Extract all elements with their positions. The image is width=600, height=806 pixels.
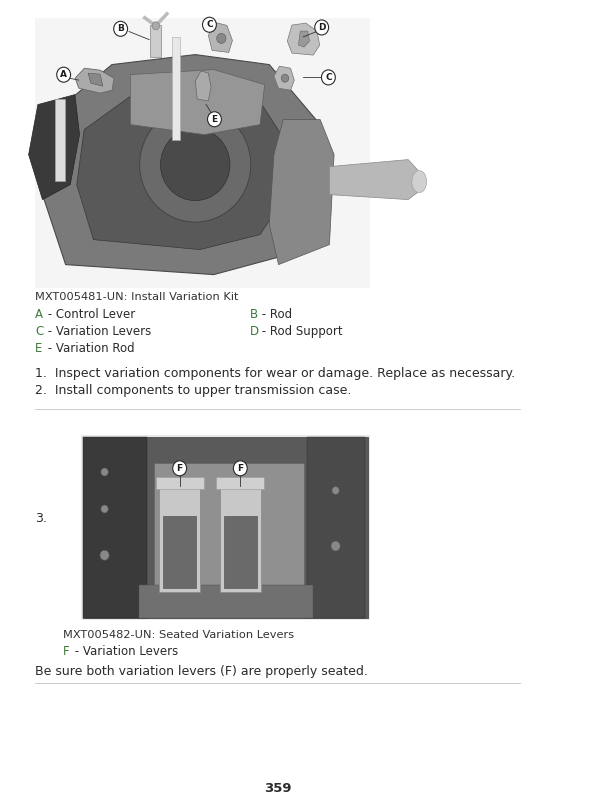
Text: F: F	[63, 645, 70, 658]
Ellipse shape	[140, 107, 251, 222]
FancyBboxPatch shape	[224, 516, 257, 588]
Text: - Variation Rod: - Variation Rod	[44, 342, 134, 355]
Text: A: A	[35, 308, 43, 321]
FancyBboxPatch shape	[307, 437, 365, 618]
Text: 2.  Install components to upper transmission case.: 2. Install components to upper transmiss…	[35, 384, 352, 397]
FancyBboxPatch shape	[150, 25, 161, 56]
Text: B: B	[250, 308, 258, 321]
FancyBboxPatch shape	[139, 584, 313, 618]
Circle shape	[331, 541, 340, 551]
Text: - Rod: - Rod	[258, 308, 292, 321]
Polygon shape	[77, 85, 290, 250]
Text: - Variation Levers: - Variation Levers	[44, 325, 151, 338]
Circle shape	[315, 20, 329, 35]
Text: MXT005482-UN: Seated Variation Levers: MXT005482-UN: Seated Variation Levers	[63, 630, 294, 640]
Circle shape	[100, 550, 109, 560]
Polygon shape	[130, 69, 265, 135]
Text: MXT005481-UN: Install Variation Kit: MXT005481-UN: Install Variation Kit	[35, 292, 239, 302]
FancyBboxPatch shape	[160, 481, 200, 592]
Circle shape	[101, 505, 108, 513]
Polygon shape	[29, 94, 80, 200]
FancyBboxPatch shape	[82, 435, 370, 620]
Text: 3.: 3.	[35, 512, 47, 525]
FancyBboxPatch shape	[172, 37, 179, 139]
FancyBboxPatch shape	[35, 18, 370, 288]
Circle shape	[173, 461, 187, 476]
Polygon shape	[287, 23, 320, 55]
Circle shape	[152, 22, 160, 30]
Text: C: C	[325, 73, 332, 82]
Polygon shape	[196, 71, 211, 101]
Polygon shape	[298, 31, 310, 47]
FancyBboxPatch shape	[55, 98, 65, 181]
Text: F: F	[237, 463, 244, 473]
Text: C: C	[206, 20, 213, 29]
Circle shape	[208, 112, 221, 127]
Polygon shape	[88, 73, 103, 86]
Text: D: D	[318, 23, 325, 32]
Polygon shape	[269, 119, 334, 264]
Text: - Rod Support: - Rod Support	[258, 325, 343, 338]
Circle shape	[217, 33, 226, 44]
Text: - Variation Levers: - Variation Levers	[71, 645, 179, 658]
Circle shape	[57, 67, 71, 82]
FancyBboxPatch shape	[154, 463, 304, 592]
Ellipse shape	[412, 171, 427, 193]
Circle shape	[113, 21, 128, 36]
Circle shape	[101, 468, 108, 476]
Text: - Control Lever: - Control Lever	[44, 308, 135, 321]
FancyBboxPatch shape	[220, 481, 260, 592]
Ellipse shape	[161, 129, 230, 201]
Circle shape	[332, 487, 340, 495]
Polygon shape	[75, 69, 114, 93]
Text: F: F	[176, 463, 183, 473]
Text: Be sure both variation levers (F) are properly seated.: Be sure both variation levers (F) are pr…	[35, 665, 368, 678]
FancyBboxPatch shape	[217, 477, 264, 489]
Polygon shape	[208, 23, 232, 52]
FancyBboxPatch shape	[83, 437, 368, 618]
Text: E: E	[35, 342, 43, 355]
FancyBboxPatch shape	[163, 516, 196, 588]
Text: D: D	[250, 325, 259, 338]
Polygon shape	[329, 160, 418, 200]
Text: 1.  Inspect variation components for wear or damage. Replace as necessary.: 1. Inspect variation components for wear…	[35, 367, 515, 380]
Text: E: E	[211, 114, 218, 124]
Polygon shape	[43, 55, 325, 275]
Text: 359: 359	[264, 782, 292, 795]
FancyBboxPatch shape	[156, 477, 203, 489]
Circle shape	[322, 70, 335, 85]
Circle shape	[281, 74, 289, 82]
FancyBboxPatch shape	[83, 437, 147, 618]
Text: A: A	[60, 70, 67, 79]
Text: B: B	[117, 24, 124, 33]
Circle shape	[202, 17, 217, 32]
Polygon shape	[274, 66, 294, 90]
Circle shape	[233, 461, 247, 476]
Text: C: C	[35, 325, 43, 338]
